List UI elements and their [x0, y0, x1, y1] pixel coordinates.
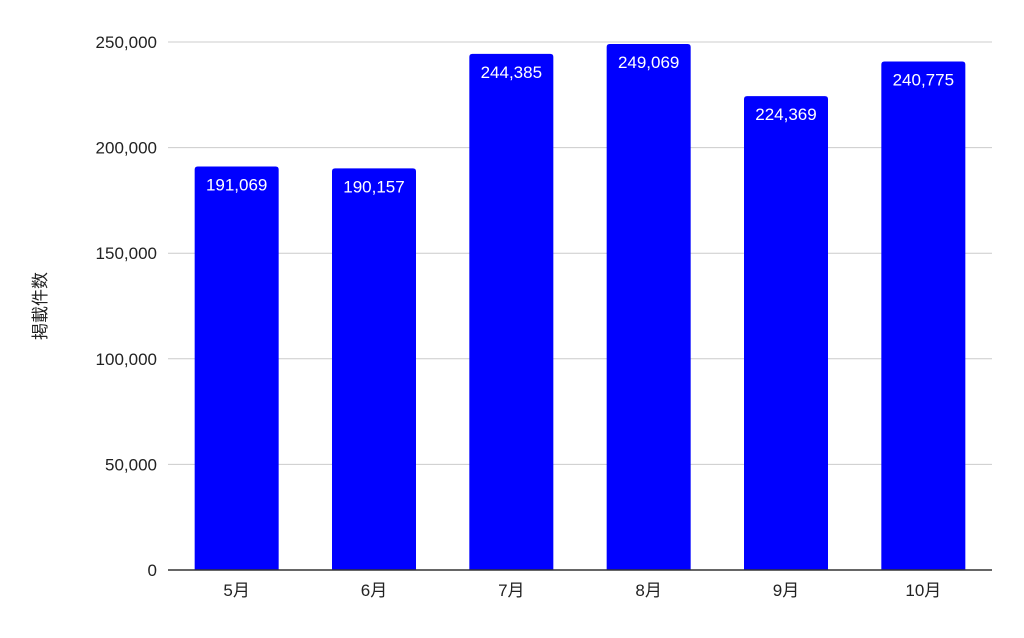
x-axis-ticks: 5月 6月 7月 8月 9月 10月 [223, 581, 941, 600]
x-tick-label: 8月 [635, 581, 661, 600]
gridlines [168, 41, 992, 465]
x-tick-label: 5月 [223, 581, 249, 600]
x-tick-label: 6月 [361, 581, 387, 600]
bar-value-label: 191,069 [206, 175, 267, 194]
y-axis-title: 掲載件数 [31, 272, 50, 340]
value-labels: 191,069 190,157 244,385 249,069 224,369 240,7… [206, 53, 954, 196]
y-tick-label: 150,000 [96, 244, 157, 263]
bar-value-label: 190,157 [343, 177, 404, 196]
y-tick-label: 50,000 [105, 455, 157, 474]
bar [606, 43, 691, 571]
bar [744, 96, 828, 570]
bar [194, 166, 279, 570]
y-axis-ticks: 0 50,000 100,000 150,000 200,000 250,000 [96, 33, 157, 580]
y-tick-label: 200,000 [96, 139, 157, 158]
bar [469, 53, 554, 570]
bar-value-label: 244,385 [481, 63, 542, 82]
y-tick-label: 100,000 [96, 350, 157, 369]
bar [881, 61, 966, 570]
bar [332, 168, 416, 570]
bar-value-label: 224,369 [755, 105, 816, 124]
bars [194, 43, 966, 571]
x-tick-label: 7月 [498, 581, 524, 600]
y-tick-label: 250,000 [96, 33, 157, 52]
x-tick-label: 9月 [773, 581, 799, 600]
x-tick-label: 10月 [905, 581, 941, 600]
y-tick-label: 0 [148, 561, 157, 580]
bar-value-label: 249,069 [618, 53, 679, 72]
bar-value-label: 240,775 [893, 70, 954, 89]
